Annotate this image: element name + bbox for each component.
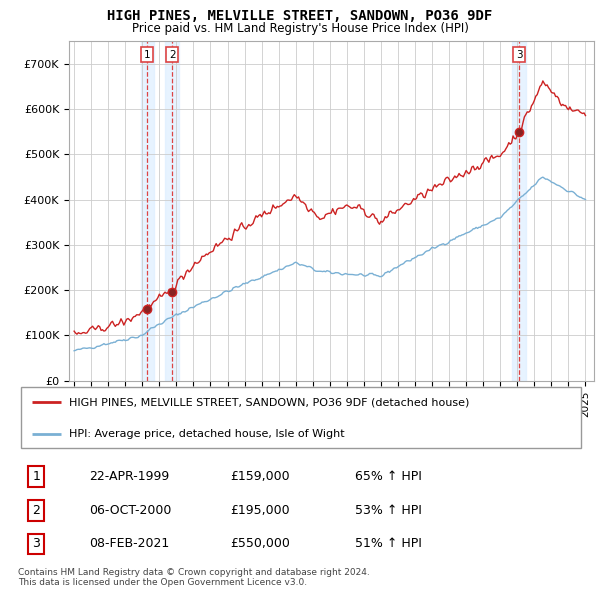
Text: 2: 2 xyxy=(169,50,175,60)
Text: Contains HM Land Registry data © Crown copyright and database right 2024.
This d: Contains HM Land Registry data © Crown c… xyxy=(18,568,370,587)
Text: Price paid vs. HM Land Registry's House Price Index (HPI): Price paid vs. HM Land Registry's House … xyxy=(131,22,469,35)
Text: HIGH PINES, MELVILLE STREET, SANDOWN, PO36 9DF (detached house): HIGH PINES, MELVILLE STREET, SANDOWN, PO… xyxy=(69,398,469,408)
Text: 3: 3 xyxy=(515,50,523,60)
Text: £550,000: £550,000 xyxy=(230,537,290,550)
Bar xyxy=(140,41,154,381)
Text: 06-OCT-2000: 06-OCT-2000 xyxy=(89,504,171,517)
Text: HIGH PINES, MELVILLE STREET, SANDOWN, PO36 9DF: HIGH PINES, MELVILLE STREET, SANDOWN, PO… xyxy=(107,9,493,23)
Text: 1: 1 xyxy=(32,470,40,483)
Text: 08-FEB-2021: 08-FEB-2021 xyxy=(89,537,169,550)
Text: 65% ↑ HPI: 65% ↑ HPI xyxy=(355,470,422,483)
Bar xyxy=(512,41,526,381)
Text: 3: 3 xyxy=(32,537,40,550)
Text: 51% ↑ HPI: 51% ↑ HPI xyxy=(355,537,422,550)
Text: HPI: Average price, detached house, Isle of Wight: HPI: Average price, detached house, Isle… xyxy=(69,430,344,440)
Bar xyxy=(166,41,179,381)
Text: 22-APR-1999: 22-APR-1999 xyxy=(89,470,169,483)
Text: 1: 1 xyxy=(144,50,151,60)
FancyBboxPatch shape xyxy=(21,387,581,448)
Text: £195,000: £195,000 xyxy=(230,504,290,517)
Text: 53% ↑ HPI: 53% ↑ HPI xyxy=(355,504,422,517)
Text: £159,000: £159,000 xyxy=(230,470,290,483)
Text: 2: 2 xyxy=(32,504,40,517)
